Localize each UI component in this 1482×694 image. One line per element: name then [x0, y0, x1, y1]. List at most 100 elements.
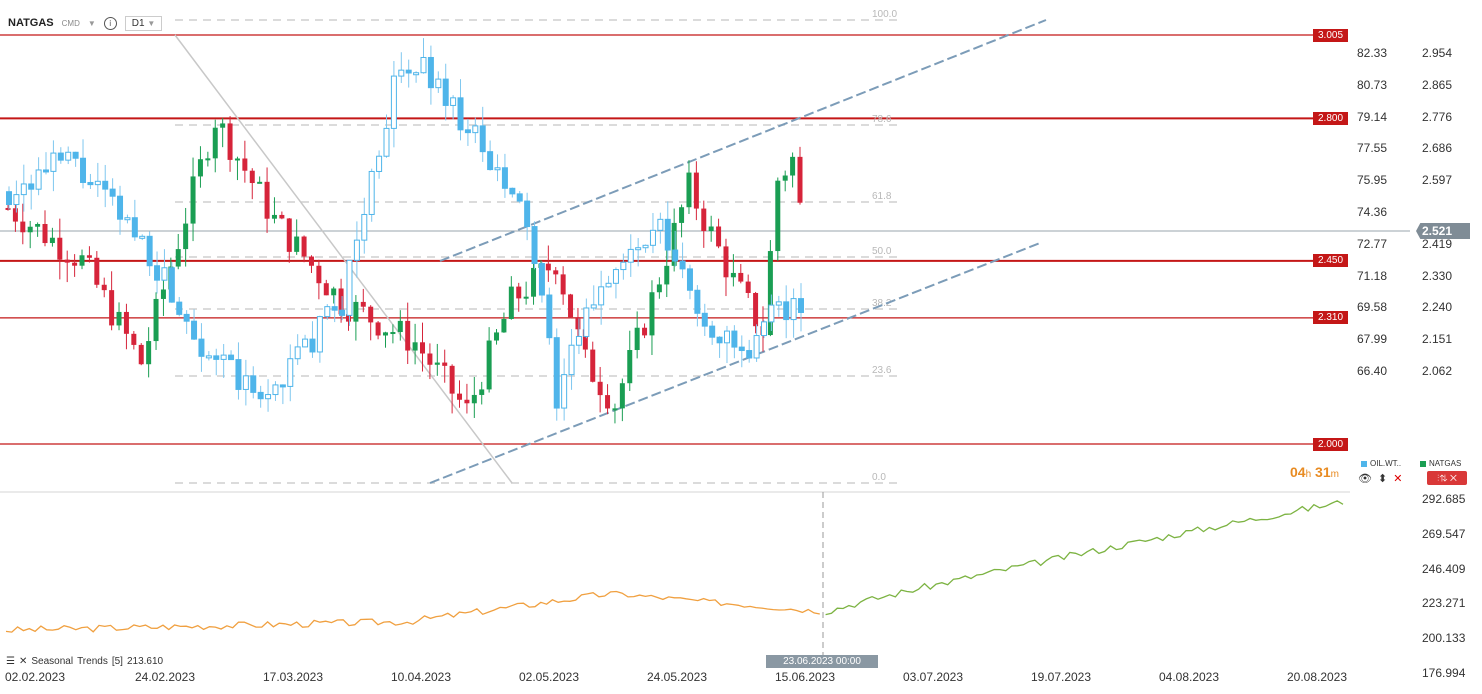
close-icon[interactable]: ✕: [1450, 473, 1457, 483]
candle-body: [427, 353, 433, 365]
oil-candle-body: [353, 239, 360, 261]
candle-body: [375, 322, 381, 336]
oil-candle-body: [361, 213, 368, 241]
close-icon[interactable]: ✕: [18, 656, 28, 667]
oil-candle-body: [28, 183, 35, 190]
oil-candle-body: [213, 355, 220, 360]
candle-body: [109, 290, 115, 326]
candle-body: [582, 329, 588, 350]
candle-body: [301, 236, 307, 257]
oil-candle-body: [509, 187, 516, 195]
close-icon[interactable]: ✕: [1393, 473, 1403, 485]
chevron-down-icon[interactable]: ▼: [87, 18, 96, 28]
candle-body: [590, 349, 596, 382]
candle-body: [575, 317, 581, 330]
candle-body: [12, 208, 18, 222]
oil-candle-body: [635, 247, 642, 251]
legend-oil[interactable]: OIL.WT..: [1361, 459, 1401, 468]
oil-candle-body: [405, 69, 412, 74]
settings-sliders-icon: ⫶⇅: [1437, 473, 1448, 483]
oil-candle-body: [605, 282, 612, 288]
oil-candle-body: [723, 330, 730, 344]
candle-body: [242, 158, 248, 171]
axis-right-tick: 2.597: [1422, 173, 1453, 188]
candle-body: [294, 236, 300, 252]
x-axis-label: 19.07.2023: [1030, 670, 1092, 684]
oil-candle-body: [457, 97, 464, 131]
oil-candle-body: [50, 152, 57, 172]
oil-candle-body: [398, 69, 405, 77]
oil-candle-body: [168, 267, 175, 303]
oil-candle-body: [738, 346, 745, 352]
oil-candle-body: [294, 346, 301, 360]
oil-candle-body: [701, 312, 708, 327]
oil-candle-body: [35, 169, 42, 190]
candle-body: [220, 123, 226, 128]
candle-body: [686, 172, 692, 208]
candle-body: [205, 158, 211, 161]
oil-candle-body: [775, 301, 782, 306]
candle-body: [308, 256, 314, 266]
candle-body: [64, 259, 70, 263]
oil-candle-body: [279, 384, 286, 388]
oil-candle-body: [124, 217, 131, 221]
oil-candle-body: [538, 263, 545, 296]
eye-icon[interactable]: 👁: [1358, 473, 1372, 485]
level-label: 2.800: [1313, 111, 1348, 125]
seasonal-axis-tick: 292.685: [1422, 492, 1466, 506]
candle-body: [249, 170, 255, 184]
oil-candle-body: [80, 157, 87, 183]
oil-candle-body: [368, 170, 375, 215]
info-icon[interactable]: i: [103, 16, 117, 30]
level-label: 2.450: [1313, 254, 1348, 268]
oil-candle-body: [753, 335, 760, 359]
candle-body: [479, 389, 485, 395]
candle-body: [649, 292, 655, 336]
axis-left-tick: 71.18: [1357, 268, 1388, 283]
oil-candle-body: [205, 355, 212, 359]
candle-body: [471, 394, 477, 404]
oil-candle-body: [242, 375, 249, 390]
oil-candle-body: [220, 354, 227, 360]
sort-icon[interactable]: ⬍: [1377, 473, 1388, 485]
fib-label: 38.2: [872, 298, 892, 309]
oil-candle-body: [183, 313, 190, 322]
seasonal-axis-tick: 200.133: [1422, 631, 1466, 646]
candle-body: [782, 175, 788, 181]
candle-body: [323, 283, 329, 296]
menu-icon[interactable]: ☰: [6, 656, 15, 667]
oil-candle-body: [679, 260, 686, 270]
candle-body: [753, 292, 759, 327]
candle-body: [656, 284, 662, 293]
candle-body: [642, 327, 648, 336]
indicator-settings-button[interactable]: ⫶⇅ ✕: [1427, 471, 1467, 485]
oil-candle-body: [161, 267, 168, 281]
timer-hours: 04: [1290, 464, 1306, 480]
legend-swatch-natgas: [1420, 460, 1426, 467]
candle-body: [338, 288, 344, 315]
candle-body: [723, 246, 729, 278]
oil-candle-body: [228, 354, 235, 361]
oil-candle-body: [716, 336, 723, 344]
oil-candle-body: [686, 268, 693, 291]
candle-body: [605, 395, 611, 409]
oil-candle-body: [487, 151, 494, 171]
oil-candle-body: [146, 235, 153, 267]
timeframe-select[interactable]: D1 ▼: [124, 15, 163, 31]
candle-body: [405, 320, 411, 351]
candle-body: [434, 362, 440, 365]
period-label: [5]: [111, 656, 123, 667]
candle-body: [316, 265, 322, 284]
candle-body: [767, 251, 773, 336]
oil-candle-body: [72, 151, 79, 159]
oil-candle-body: [435, 78, 442, 89]
candle-body: [464, 399, 470, 404]
symbol-name[interactable]: NATGAS: [8, 17, 54, 29]
oil-candle-body: [620, 261, 627, 271]
legend-natgas[interactable]: NATGAS: [1420, 459, 1461, 468]
x-axis-label: 20.08.2023: [1286, 670, 1348, 684]
channel-lower: [429, 242, 1041, 484]
candle-body: [442, 362, 448, 366]
